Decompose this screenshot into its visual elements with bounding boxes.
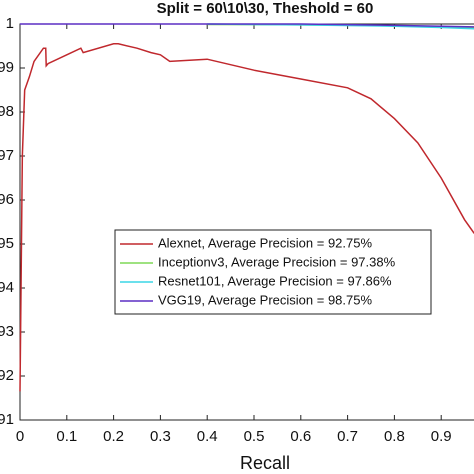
- x-tick-label: 0.5: [244, 428, 265, 445]
- x-tick-label: 0.8: [384, 428, 405, 445]
- x-tick-label: 0.1: [56, 428, 77, 445]
- x-tick-label: 0.2: [103, 428, 124, 445]
- x-tick-label: 0.6: [290, 428, 311, 445]
- y-tick-label: 0.97: [0, 147, 14, 164]
- series-line: [20, 23, 474, 28]
- x-tick-label: 0.9: [431, 428, 452, 445]
- y-tick-label: 0.91: [0, 411, 14, 428]
- legend-label: Resnet101, Average Precision = 97.86%: [158, 273, 392, 288]
- y-tick-label: 0.98: [0, 103, 14, 120]
- legend-label: Inceptionv3, Average Precision = 97.38%: [158, 254, 396, 269]
- x-tick-label: 0.3: [150, 428, 171, 445]
- x-tick-label: 0.4: [197, 428, 218, 445]
- y-tick-label: 0.95: [0, 235, 14, 252]
- y-tick-label: 0.93: [0, 323, 14, 340]
- series-line: [19, 43, 474, 392]
- y-tick-label: 0.99: [0, 59, 14, 76]
- chart-title: Split = 60\10\30, Theshold = 60: [157, 0, 374, 17]
- y-tick-label: 0.92: [0, 367, 14, 384]
- y-tick-label: 1: [6, 15, 14, 32]
- legend-box: [114, 229, 432, 315]
- legend-label: Alexnet, Average Precision = 92.75%: [158, 235, 372, 250]
- x-tick-label: 0.7: [337, 428, 358, 445]
- y-tick-label: 0.96: [0, 191, 14, 208]
- plot-area: [19, 23, 474, 421]
- y-tick-label: 0.94: [0, 279, 14, 296]
- x-axis-label: Recall: [240, 453, 290, 473]
- x-tick-label: 0: [16, 428, 24, 445]
- legend-label: VGG19, Average Precision = 98.75%: [158, 292, 372, 307]
